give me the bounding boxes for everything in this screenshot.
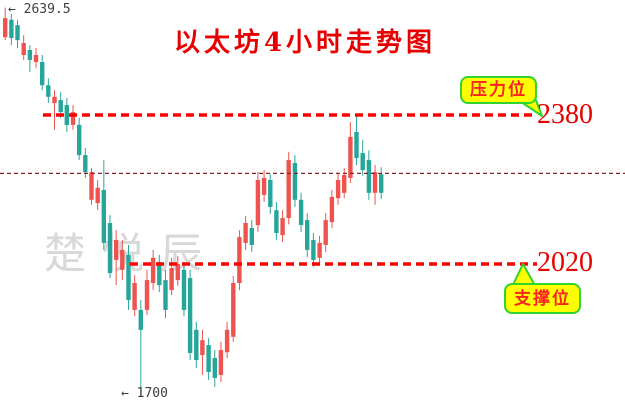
resistance-tag: 压力位 xyxy=(460,76,537,104)
high-price-annotation: ← 2639.5 xyxy=(8,2,71,17)
chart-title: 以太坊4小时走势图 xyxy=(173,28,437,58)
low-price-annotation: ← 1700 xyxy=(121,386,168,401)
support-tag: 支撑位 xyxy=(504,283,581,314)
support-value: 2020 xyxy=(537,247,593,278)
level-lines xyxy=(0,113,625,266)
candlestick-series xyxy=(3,7,384,397)
resistance-value: 2380 xyxy=(537,99,593,130)
